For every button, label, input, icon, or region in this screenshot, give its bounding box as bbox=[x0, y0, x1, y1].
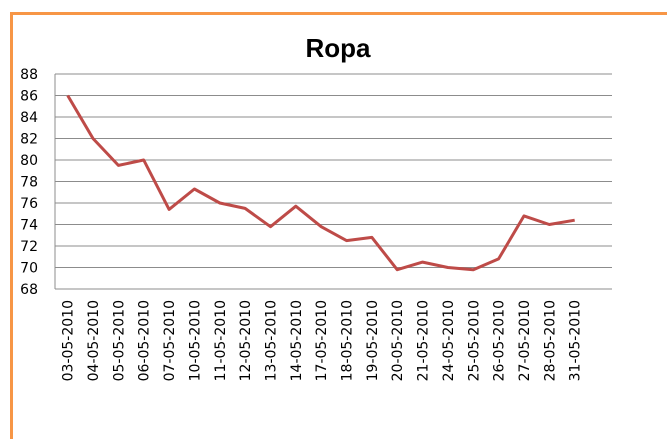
x-tick-label: 12-05-2010 bbox=[238, 300, 254, 381]
x-tick-label: 05-05-2010 bbox=[111, 300, 127, 381]
x-tick-label: 10-05-2010 bbox=[187, 300, 203, 381]
x-tick-label: 26-05-2010 bbox=[492, 300, 508, 381]
y-tick-label: 80 bbox=[20, 153, 38, 169]
y-tick-label: 74 bbox=[20, 218, 38, 234]
x-tick-label: 20-05-2010 bbox=[390, 300, 406, 381]
y-tick-label: 70 bbox=[20, 261, 38, 277]
x-tick-label: 06-05-2010 bbox=[137, 300, 153, 381]
x-tick-label: 11-05-2010 bbox=[213, 300, 229, 381]
chart-title: Ropa bbox=[306, 33, 372, 63]
y-tick-label: 88 bbox=[20, 67, 38, 83]
x-tick-label: 28-05-2010 bbox=[542, 300, 558, 381]
x-tick-label: 31-05-2010 bbox=[568, 300, 584, 381]
y-tick-label: 82 bbox=[20, 132, 38, 148]
x-tick-label: 17-05-2010 bbox=[314, 300, 330, 381]
x-tick-label: 14-05-2010 bbox=[289, 300, 305, 381]
x-tick-label: 19-05-2010 bbox=[365, 300, 381, 381]
y-tick-label: 86 bbox=[20, 89, 38, 105]
x-tick-label: 25-05-2010 bbox=[466, 300, 482, 381]
x-tick-label: 07-05-2010 bbox=[162, 300, 178, 381]
y-tick-label: 76 bbox=[20, 196, 38, 212]
x-tick-label: 24-05-2010 bbox=[441, 300, 457, 381]
x-tick-label: 03-05-2010 bbox=[61, 300, 77, 381]
y-tick-label: 68 bbox=[20, 282, 38, 298]
x-tick-label: 18-05-2010 bbox=[340, 300, 356, 381]
x-tick-label: 13-05-2010 bbox=[263, 300, 279, 381]
x-tick-label: 27-05-2010 bbox=[517, 300, 533, 381]
y-tick-label: 72 bbox=[20, 239, 38, 255]
y-tick-label: 78 bbox=[20, 175, 38, 191]
x-tick-label: 21-05-2010 bbox=[416, 300, 432, 381]
y-tick-label: 84 bbox=[20, 110, 38, 126]
x-tick-label: 04-05-2010 bbox=[86, 300, 102, 381]
